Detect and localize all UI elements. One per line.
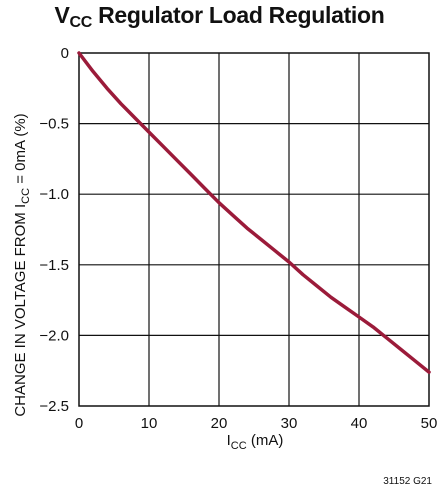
x-tick-label-5: 50 [421, 415, 438, 432]
x-tick-label-0: 0 [75, 415, 83, 432]
series-line [77, 51, 431, 374]
y-axis-label: CHANGE IN VOLTAGE FROM ICC = 0mA (%) [12, 113, 32, 416]
y-tick-label-0: 0 [61, 45, 69, 62]
y-tick-label-3: −1.5 [39, 257, 69, 274]
y-tick-label-5: −2.5 [39, 398, 69, 415]
y-tick-label-2: −1.0 [39, 186, 69, 203]
chart-title: VCC Regulator Load Regulation [54, 2, 385, 31]
y-tick-labels: 0 −0.5 −1.0 −1.5 −2.0 −2.5 [39, 45, 69, 415]
x-axis-label: ICC (mA) [227, 432, 284, 452]
y-tick-label-1: −0.5 [39, 116, 69, 133]
x-tick-labels: 0 10 20 30 40 50 [75, 415, 438, 432]
y-tick-label-4: −2.0 [39, 327, 69, 344]
plot-frame [78, 52, 430, 407]
x-tick-label-2: 20 [211, 415, 228, 432]
x-tick-label-4: 40 [351, 415, 368, 432]
x-tick-label-1: 10 [141, 415, 158, 432]
x-tick-label-3: 30 [281, 415, 298, 432]
grid-lines [79, 53, 429, 406]
figure-code: 31152 G21 [383, 476, 432, 487]
